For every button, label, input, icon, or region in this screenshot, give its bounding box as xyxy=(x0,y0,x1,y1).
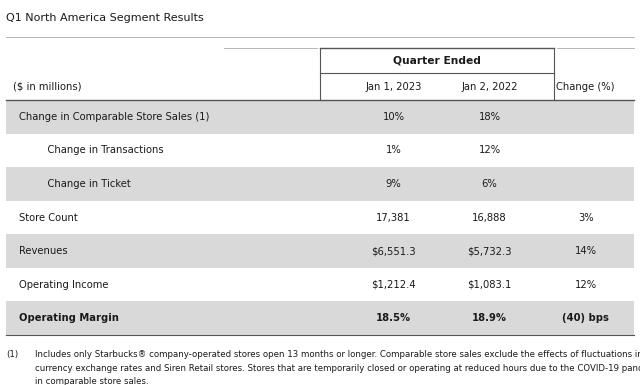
Text: Change (%): Change (%) xyxy=(556,82,615,92)
Text: Operating Income: Operating Income xyxy=(19,280,109,290)
Text: 3%: 3% xyxy=(578,213,593,223)
Text: (40) bps: (40) bps xyxy=(562,313,609,323)
Text: 6%: 6% xyxy=(482,179,497,189)
Text: ($ in millions): ($ in millions) xyxy=(13,82,81,92)
Text: 10%: 10% xyxy=(383,112,404,122)
Text: Jan 2, 2022: Jan 2, 2022 xyxy=(461,82,518,92)
Text: 14%: 14% xyxy=(575,246,596,256)
Text: Quarter Ended: Quarter Ended xyxy=(393,56,481,65)
FancyBboxPatch shape xyxy=(6,234,634,268)
Text: 9%: 9% xyxy=(386,179,401,189)
Text: $5,732.3: $5,732.3 xyxy=(467,246,512,256)
Text: Operating Margin: Operating Margin xyxy=(19,313,119,323)
Text: 18.5%: 18.5% xyxy=(376,313,411,323)
FancyBboxPatch shape xyxy=(6,100,634,134)
FancyBboxPatch shape xyxy=(6,301,634,335)
Text: $1,212.4: $1,212.4 xyxy=(371,280,416,290)
Text: $6,551.3: $6,551.3 xyxy=(371,246,416,256)
Text: Includes only Starbucks® company-operated stores open 13 months or longer. Compa: Includes only Starbucks® company-operate… xyxy=(35,350,640,385)
Text: 17,381: 17,381 xyxy=(376,213,411,223)
Text: (1): (1) xyxy=(6,350,19,359)
Text: Change in Transactions: Change in Transactions xyxy=(35,146,164,156)
Text: Q1 North America Segment Results: Q1 North America Segment Results xyxy=(6,13,204,23)
Text: 18%: 18% xyxy=(479,112,500,122)
FancyBboxPatch shape xyxy=(6,167,634,201)
Text: Jan 1, 2023: Jan 1, 2023 xyxy=(365,82,422,92)
Text: $1,083.1: $1,083.1 xyxy=(467,280,512,290)
Text: Revenues: Revenues xyxy=(19,246,68,256)
Text: Change in Ticket: Change in Ticket xyxy=(35,179,131,189)
Text: 12%: 12% xyxy=(575,280,596,290)
Text: Change in Comparable Store Sales (1): Change in Comparable Store Sales (1) xyxy=(19,112,209,122)
Text: 16,888: 16,888 xyxy=(472,213,507,223)
Text: 1%: 1% xyxy=(386,146,401,156)
Text: 12%: 12% xyxy=(479,146,500,156)
Text: 18.9%: 18.9% xyxy=(472,313,507,323)
Text: Store Count: Store Count xyxy=(19,213,78,223)
